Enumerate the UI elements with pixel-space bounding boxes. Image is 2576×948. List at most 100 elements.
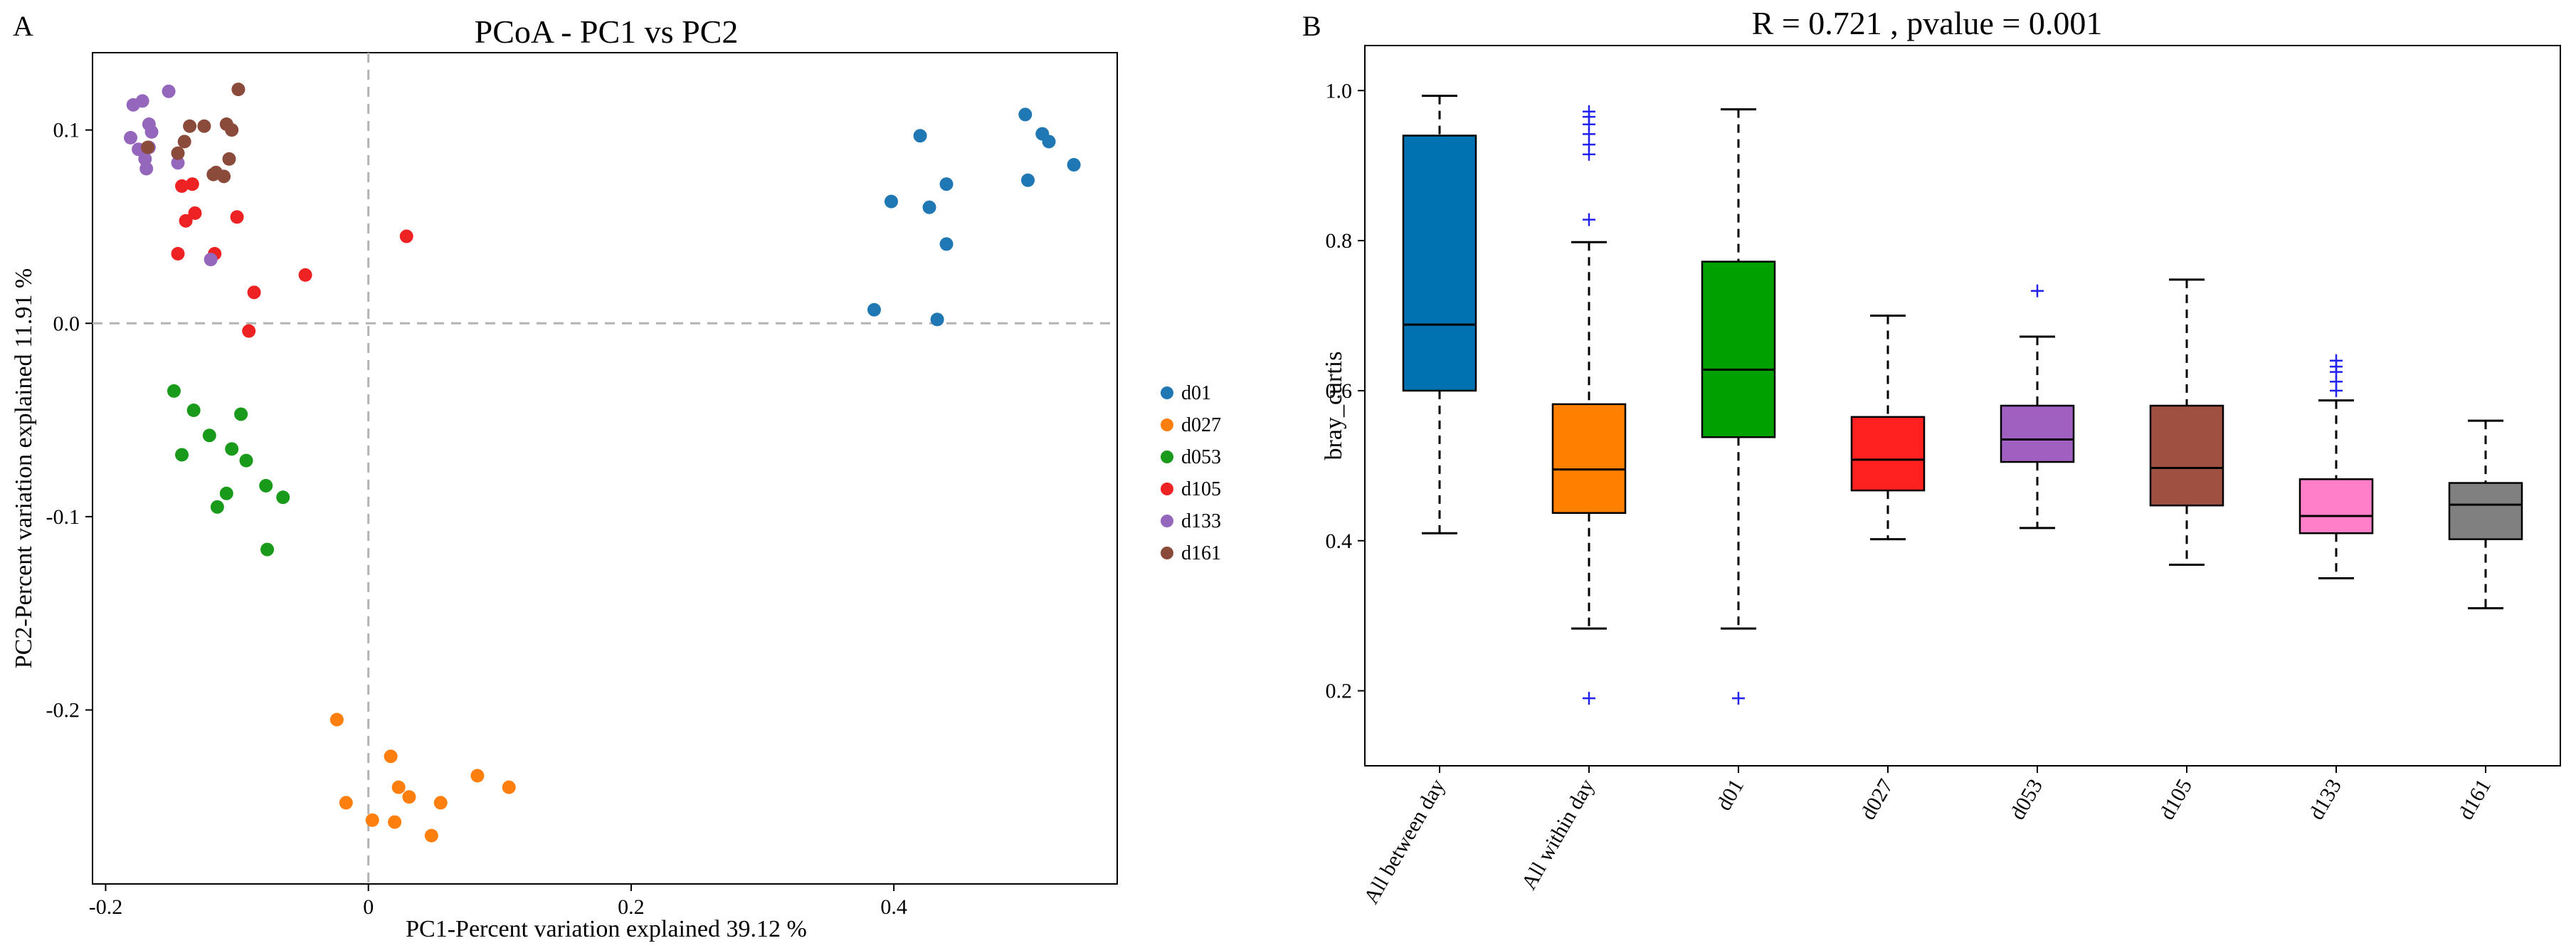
pcoa-series-d133 — [124, 84, 218, 267]
pcoa-point-d027 — [384, 749, 398, 764]
boxplot-y-tick-label: 0.4 — [1326, 530, 1353, 553]
pcoa-point-d105 — [185, 177, 199, 191]
pcoa-point-d105 — [399, 229, 413, 243]
pcoa-point-d161 — [217, 169, 231, 184]
legend-label-d027: d027 — [1181, 414, 1221, 436]
panel-a-letter: A — [13, 10, 33, 42]
pcoa-y-tick-label: 0.1 — [53, 119, 80, 142]
pcoa-point-d027 — [365, 813, 379, 827]
legend-marker-d105 — [1161, 483, 1173, 495]
pcoa-point-d053 — [225, 442, 239, 456]
pcoa-x-tick-label: 0 — [363, 895, 374, 919]
pcoa-point-d01 — [867, 302, 881, 317]
pcoa-point-d105 — [298, 268, 312, 282]
box-d053 — [2000, 284, 2075, 530]
pcoa-y-tick-label: -0.2 — [46, 699, 80, 722]
pcoa-point-d027 — [391, 780, 406, 794]
pcoa-point-d105 — [171, 246, 185, 260]
pcoa-point-d01 — [1020, 173, 1035, 187]
pcoa-point-d133 — [171, 156, 185, 170]
pcoa-y-tick-label: 0.0 — [53, 312, 80, 335]
pcoa-point-d01 — [1067, 158, 1081, 172]
box-d161 — [2448, 419, 2523, 610]
boxplot-x-tick-label: d161 — [2454, 775, 2496, 823]
pcoa-point-d027 — [433, 796, 448, 810]
box-body — [1850, 416, 1926, 492]
pcoa-series-d105 — [171, 177, 413, 338]
pcoa-points — [124, 83, 1081, 843]
legend-label-d133: d133 — [1181, 510, 1221, 532]
pcoa-point-d053 — [186, 404, 201, 418]
pcoa-point-d105 — [230, 210, 244, 224]
box-body — [1402, 135, 1477, 392]
box-outlier — [2330, 354, 2343, 367]
boxplot-boxes — [1402, 95, 2523, 705]
pcoa-series-d027 — [329, 712, 516, 843]
pcoa-plot-frame — [92, 52, 1118, 885]
panel-b-letter: B — [1302, 10, 1321, 42]
pcoa-series-d01 — [867, 107, 1081, 327]
pcoa-point-d027 — [339, 796, 353, 810]
pcoa-point-d161 — [171, 146, 185, 160]
box-d133 — [2298, 354, 2374, 579]
pcoa-series-d161 — [141, 83, 246, 184]
pcoa-point-d053 — [175, 448, 189, 462]
pcoa-point-d105 — [175, 179, 189, 193]
pcoa-point-d027 — [388, 815, 402, 829]
pcoa-point-d053 — [260, 542, 275, 557]
legend-marker-d161 — [1161, 547, 1173, 559]
pcoa-point-d01 — [1018, 107, 1033, 122]
pcoa-point-d161 — [225, 123, 239, 137]
pcoa-point-d053 — [219, 486, 233, 500]
boxplot-x-tick-label: d027 — [1856, 775, 1898, 823]
pcoa-point-d027 — [402, 790, 416, 804]
boxplot-y-axis: 0.2 0.4 0.6 0.8 1.0 — [1326, 79, 1365, 703]
pcoa-x-tick-label: 0.4 — [880, 895, 907, 919]
pcoa-point-d161 — [222, 152, 236, 166]
box-body — [2448, 482, 2523, 540]
pcoa-panel: A PCoA - PC1 vs PC2 PC1-Percent variatio… — [11, 10, 1221, 942]
pcoa-point-d01 — [1042, 135, 1056, 149]
pcoa-legend: d01 d027 d053 d105 d133 d161 — [1161, 382, 1221, 564]
pcoa-point-d105 — [179, 214, 193, 228]
pcoa-point-d01 — [939, 177, 954, 191]
box-outlier — [1732, 692, 1745, 705]
legend-label-d01: d01 — [1181, 382, 1211, 404]
box-All within day — [1551, 105, 1627, 705]
pcoa-point-d053 — [259, 478, 273, 493]
box-body — [2149, 404, 2224, 507]
pcoa-point-d027 — [470, 769, 485, 783]
boxplot-x-tick-label: All between day — [1359, 775, 1450, 908]
pcoa-point-d01 — [913, 129, 927, 143]
pcoa-point-d161 — [197, 119, 211, 133]
pcoa-x-axis-label: PC1-Percent variation explained 39.12 % — [406, 916, 807, 942]
pcoa-point-d027 — [424, 828, 438, 843]
legend-marker-d053 — [1161, 451, 1173, 463]
box-d027 — [1850, 315, 1926, 541]
box-outlier — [1583, 105, 1595, 118]
box-body — [2000, 404, 2075, 463]
pcoa-point-d133 — [124, 131, 138, 145]
boxplot-plot-frame — [1364, 45, 2561, 767]
legend-label-d105: d105 — [1181, 478, 1221, 500]
box-outlier — [1583, 692, 1595, 705]
boxplot-panel: B R = 0.721 , pvalue = 0.001 bray_curtis… — [1302, 5, 2561, 908]
boxplot-x-tick-label: d053 — [2005, 775, 2047, 823]
pcoa-point-d161 — [183, 119, 197, 133]
boxplot-title: R = 0.721 , pvalue = 0.001 — [1752, 5, 2103, 41]
pcoa-x-axis: -0.2 0 0.2 0.4 — [89, 884, 907, 919]
pcoa-point-d01 — [930, 312, 944, 327]
legend-label-d053: d053 — [1181, 446, 1221, 468]
box-body — [1701, 260, 1776, 438]
pcoa-point-d053 — [202, 428, 216, 443]
pcoa-point-d105 — [247, 285, 261, 300]
pcoa-point-d133 — [144, 125, 159, 139]
pcoa-y-axis-label: PC2-Percent variation explained 11.91 % — [11, 268, 37, 668]
boxplot-y-tick-label: 0.2 — [1326, 680, 1353, 703]
pcoa-y-tick-label: -0.1 — [46, 505, 80, 529]
boxplot-x-axis: All between day All within day d01 d027 d053… — [1359, 766, 2496, 908]
boxplot-y-tick-label: 0.8 — [1326, 229, 1353, 253]
pcoa-point-d053 — [234, 407, 248, 421]
pcoa-point-d01 — [884, 194, 898, 209]
